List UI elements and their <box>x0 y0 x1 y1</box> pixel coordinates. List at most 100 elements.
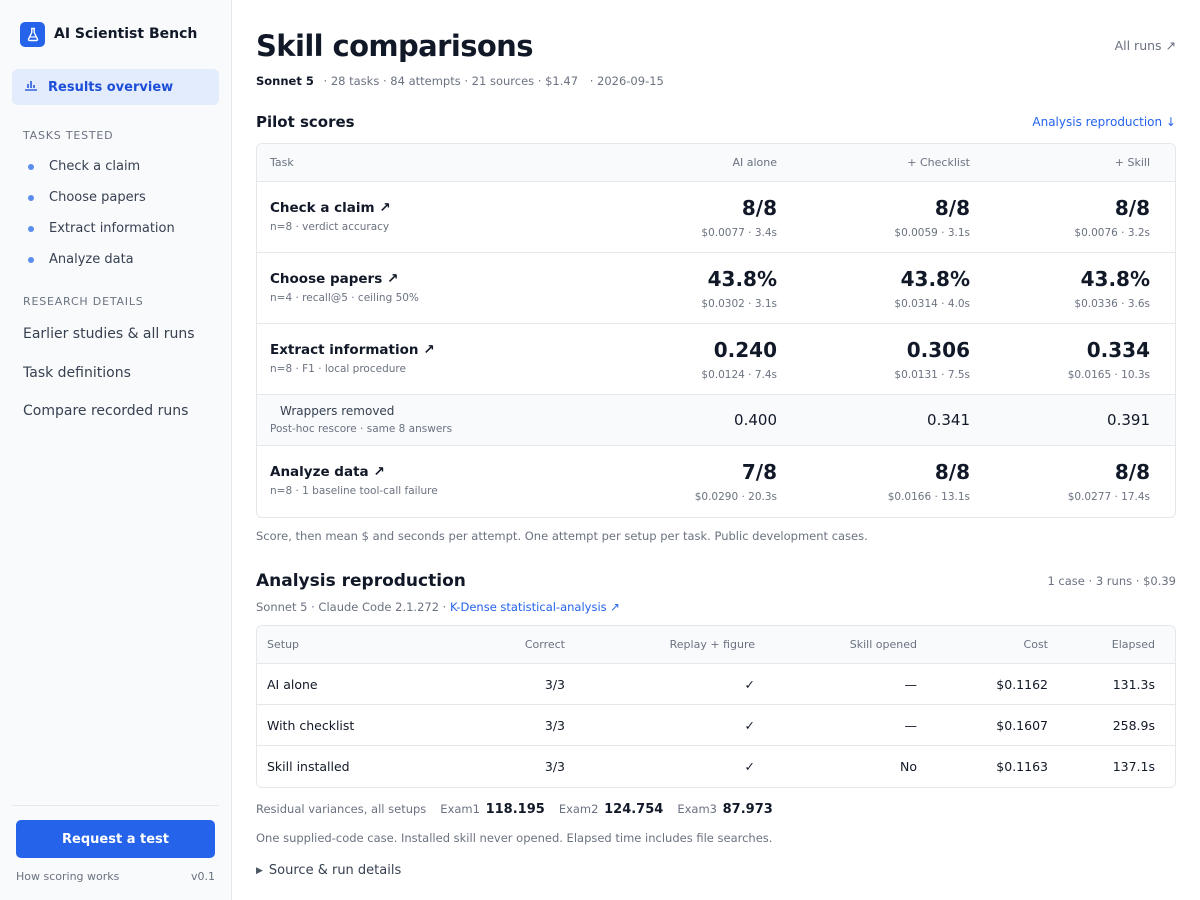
cell-replay: ✓ <box>744 676 755 692</box>
task-name[interactable]: Choose papers ↗ <box>270 271 399 287</box>
table-row: AI alone 3/3 ✓ — $0.1162 131.3s <box>257 664 1175 705</box>
table-header: Task AI alone + Checklist + Skill <box>257 144 1175 182</box>
cell-cost: $0.1607 <box>996 717 1048 733</box>
column-header-correct: Correct <box>524 638 565 651</box>
k-dense-link[interactable]: K-Dense statistical-analysis ↗ <box>450 600 620 614</box>
variance-value: 87.973 <box>722 802 773 817</box>
bullet-dot-icon <box>28 225 34 232</box>
run-date: · 2026-09-15 <box>589 74 664 88</box>
how-scoring-works-link[interactable]: How scoring works <box>16 870 120 883</box>
variance-exam3: Exam3 87.973 <box>677 802 772 817</box>
nav-results-overview[interactable]: Results overview <box>12 69 219 105</box>
sidebar-foot-row: How scoring works v0.1 <box>16 870 215 883</box>
table-row[interactable]: Analyze data ↗ n=8 · 1 baseline tool-call… <box>257 446 1175 517</box>
column-header-skill: + Skill <box>1114 156 1150 169</box>
sidebar-item-check-claim[interactable]: Check a claim <box>0 151 231 182</box>
all-runs-link[interactable]: All runs ↗ <box>1114 38 1176 53</box>
repro-meta-text: Sonnet 5 · Claude Code 2.1.272 · <box>256 600 447 614</box>
research-details-heading: RESEARCH DETAILS <box>23 295 144 308</box>
column-header-checklist: + Checklist <box>907 156 970 169</box>
bullet-dot-icon <box>28 163 34 170</box>
sidebar-item-compare-runs[interactable]: Compare recorded runs <box>23 403 189 420</box>
sidebar-item-choose-papers[interactable]: Choose papers <box>0 182 231 213</box>
residual-variances: Residual variances, all setups Exam1 118… <box>256 802 1176 817</box>
sidebar-footer: Request a test How scoring works v0.1 <box>12 805 219 900</box>
cost: $0.0277 · 17.4s <box>1067 491 1150 503</box>
details-toggle-label: Source & run details <box>268 863 402 878</box>
cell-cost: $0.1162 <box>996 676 1048 692</box>
model-name: Sonnet 5 <box>256 74 314 88</box>
table-header: Setup Correct Replay + figure Skill open… <box>257 626 1175 664</box>
table-row[interactable]: Choose papers ↗ n=4 · recall@5 · ceiling … <box>257 253 1175 324</box>
task-name[interactable]: Check a claim ↗ <box>270 200 391 216</box>
wrappers-name: Wrappers removed <box>280 404 395 418</box>
cost: $0.0302 · 3.1s <box>701 298 777 310</box>
wrappers-removed-row: Wrappers removed Post-hoc rescore · same … <box>257 395 1175 446</box>
score: 0.306 <box>906 338 970 362</box>
table-row[interactable]: Extract information ↗ n=8 · F1 · local pr… <box>257 324 1175 395</box>
wrappers-value: 0.391 <box>1107 411 1150 429</box>
variance-label: Exam1 <box>440 802 480 816</box>
column-header-replay: Replay + figure <box>669 638 755 651</box>
cell-correct: 3/3 <box>544 759 565 774</box>
nav-results-overview-label: Results overview <box>48 79 174 95</box>
run-meta: Sonnet 5 · 28 tasks · 84 attempts · 21 s… <box>256 74 1176 88</box>
bullet-dot-icon <box>28 256 34 263</box>
sidebar-item-task-definitions[interactable]: Task definitions <box>23 364 131 381</box>
cell-correct: 3/3 <box>544 717 565 733</box>
wrappers-value: 0.400 <box>734 411 777 429</box>
sidebar-item-label: Extract information <box>49 221 175 236</box>
cost: $0.0336 · 3.6s <box>1074 298 1150 310</box>
variance-label: Exam3 <box>677 802 717 816</box>
cell-correct: 3/3 <box>544 676 565 692</box>
analysis-reproduction-link[interactable]: Analysis reproduction ↓ <box>1032 115 1176 129</box>
pilot-note: Score, then mean $ and seconds per attem… <box>256 529 868 543</box>
request-test-button[interactable]: Request a test <box>16 820 215 858</box>
repro-summary: 1 case · 3 runs · $0.39 <box>1047 574 1176 588</box>
bar-chart-icon <box>24 79 38 95</box>
task-sub: n=8 · F1 · local procedure <box>270 363 406 375</box>
score: 0.240 <box>713 338 777 362</box>
pilot-scores-title: Pilot scores <box>256 113 355 131</box>
variance-value: 124.754 <box>604 802 664 817</box>
sidebar-item-extract-information[interactable]: Extract information <box>0 213 231 244</box>
task-name[interactable]: Extract information ↗ <box>270 342 435 358</box>
score: 7/8 <box>741 460 777 484</box>
sidebar-item-label: Analyze data <box>49 252 134 267</box>
cost: $0.0076 · 3.2s <box>1074 227 1150 239</box>
cost: $0.0077 · 3.4s <box>701 227 777 239</box>
score: 8/8 <box>741 196 777 220</box>
cell-cost: $0.1163 <box>996 759 1048 774</box>
cell-elapsed: 258.9s <box>1112 717 1155 733</box>
cell-skill-opened: No <box>900 759 917 774</box>
task-sub: n=8 · 1 baseline tool-call failure <box>270 485 438 497</box>
sidebar-item-earlier-studies[interactable]: Earlier studies & all runs <box>23 326 195 343</box>
cell-setup: AI alone <box>267 676 318 692</box>
wrappers-value: 0.341 <box>927 411 970 429</box>
task-sub: n=8 · verdict accuracy <box>270 221 390 233</box>
cell-setup: With checklist <box>267 717 355 733</box>
brand-title: AI Scientist Bench <box>54 26 198 42</box>
task-name[interactable]: Analyze data ↗ <box>270 464 385 480</box>
score: 8/8 <box>1114 196 1150 220</box>
sidebar-item-analyze-data[interactable]: Analyze data <box>0 244 231 275</box>
version-label: v0.1 <box>190 870 215 883</box>
table-row[interactable]: Check a claim ↗ n=8 · verdict accuracy 8/… <box>257 182 1175 253</box>
pilot-scores-table: Task AI alone + Checklist + Skill Check … <box>256 143 1176 518</box>
cell-setup: Skill installed <box>267 759 350 774</box>
score: 0.334 <box>1086 338 1150 362</box>
column-header-elapsed: Elapsed <box>1111 638 1155 651</box>
bullet-dot-icon <box>28 194 34 201</box>
score: 43.8% <box>707 267 777 291</box>
source-run-details-toggle[interactable]: ▶ Source & run details <box>256 863 1176 878</box>
score: 8/8 <box>934 196 970 220</box>
repro-table: Setup Correct Replay + figure Skill open… <box>256 625 1176 788</box>
brand[interactable]: AI Scientist Bench <box>20 17 231 51</box>
variance-exam2: Exam2 124.754 <box>559 802 664 817</box>
score: 43.8% <box>900 267 970 291</box>
run-stats: · 28 tasks · 84 attempts · 21 sources · … <box>323 74 579 88</box>
score: 8/8 <box>1114 460 1150 484</box>
variances-label: Residual variances, all setups <box>256 802 427 816</box>
details-list: Earlier studies & all runs Task definiti… <box>0 315 231 431</box>
cell-replay: ✓ <box>744 759 755 774</box>
